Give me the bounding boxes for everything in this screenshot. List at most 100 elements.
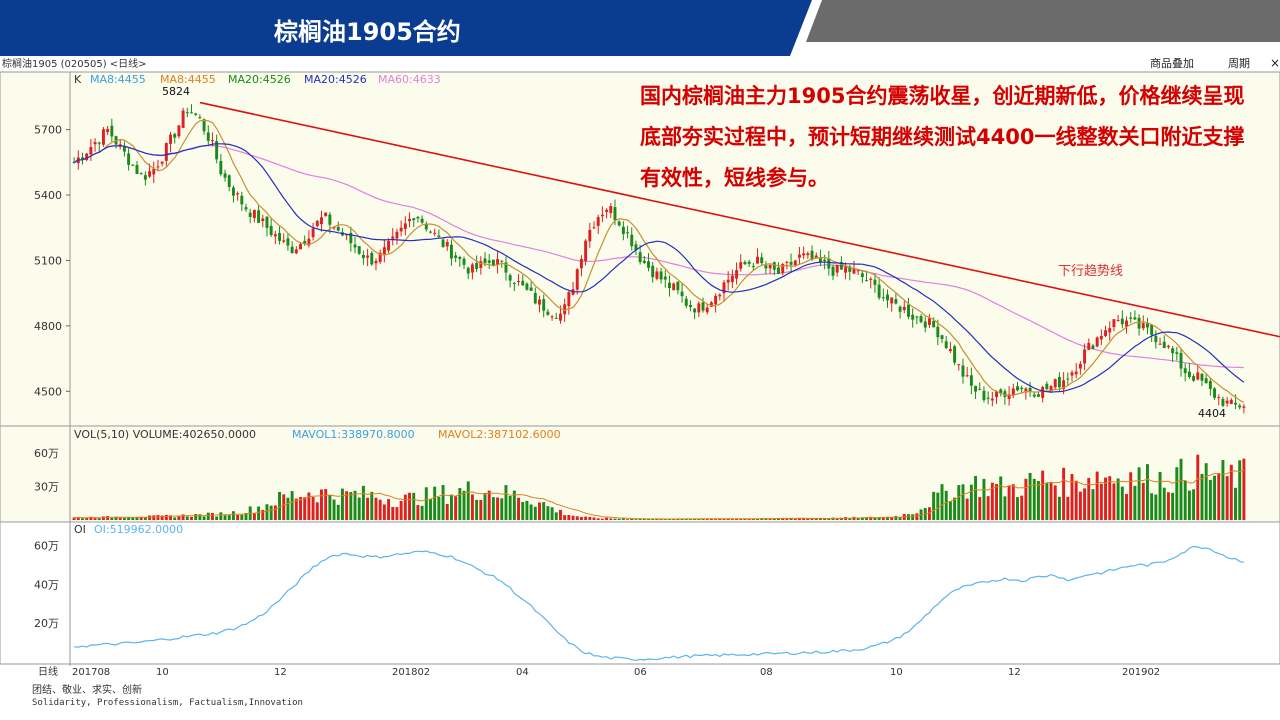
candle-body (290, 246, 294, 254)
volume-bar (127, 517, 131, 520)
candle-body (827, 258, 831, 269)
volume-bar (596, 518, 600, 520)
ma20-label-b: MA20:4526 (304, 73, 367, 86)
candle-body (403, 223, 407, 229)
candle-body (324, 212, 328, 217)
candle-body (190, 112, 193, 114)
volume-bar (1141, 482, 1145, 520)
volume-bar (496, 497, 500, 520)
volume-bar (139, 517, 143, 520)
volume-bar (1007, 485, 1011, 520)
volume-bar (1095, 471, 1099, 520)
candle-body (1229, 399, 1233, 404)
period-button[interactable]: 周期 (1228, 57, 1250, 70)
volume-bar (1070, 474, 1074, 520)
candle-body (508, 275, 512, 281)
candle-body (370, 252, 374, 265)
volume-bar (429, 499, 432, 520)
candle-body (72, 162, 76, 164)
volume-bar (1024, 478, 1028, 520)
candle-body (538, 299, 541, 305)
volume-bar (475, 499, 479, 520)
volume-bar (433, 486, 437, 520)
volume-bar (668, 519, 671, 520)
candle-body (760, 257, 764, 264)
candle-body (1196, 372, 1200, 380)
volume-bar (542, 502, 546, 520)
volume-bar (1003, 496, 1007, 520)
ma60-path (73, 144, 1244, 369)
volume-bar (1036, 480, 1040, 520)
volume-bar (399, 500, 403, 520)
candle-body (684, 298, 688, 306)
volume-bar (72, 517, 76, 520)
candle-body (475, 263, 479, 270)
low-marker: 4404 (1198, 407, 1226, 420)
candle-body (877, 284, 881, 298)
volume-bar (1108, 476, 1112, 520)
volume-bar (605, 517, 609, 520)
candle-body (106, 128, 110, 133)
candle-body (1146, 323, 1149, 328)
volume-bar (1028, 472, 1032, 520)
candle-body (768, 265, 772, 269)
candle-body (898, 306, 902, 312)
candle-body (299, 244, 302, 250)
volume-bar (445, 504, 449, 520)
volume-bar (198, 514, 202, 520)
volume-bar (424, 487, 428, 520)
volume-bar (571, 515, 575, 520)
volume-bar (1091, 489, 1095, 520)
candle-body (160, 161, 164, 164)
close-icon[interactable]: × (1270, 56, 1280, 70)
candle-body (567, 292, 571, 307)
candle-body (416, 216, 420, 219)
candle-body (1070, 372, 1074, 376)
volume-bar (869, 516, 873, 520)
candle-body (1225, 400, 1229, 404)
volume-bar (1213, 475, 1217, 520)
candlestick-chart[interactable]: 棕榈油1905 (020505) <日线> 商品叠加 周期 × K MA8:44… (0, 56, 1280, 682)
candle-body (722, 282, 726, 294)
volume-bar (441, 485, 445, 520)
candle-body (231, 187, 235, 196)
volume-bar (408, 492, 411, 520)
candle-body (890, 297, 894, 304)
price-tick-label: 5400 (34, 189, 62, 202)
candle-body (974, 385, 978, 392)
oi-line (74, 545, 1245, 661)
volume-tick-label: 30万 (34, 481, 59, 494)
candle-body (1166, 345, 1170, 348)
footer-cn: 团结、敬业、求实、创新 (32, 685, 142, 696)
volume-bar (1112, 483, 1116, 520)
volume-bar (370, 491, 374, 520)
candle-body (986, 397, 990, 399)
candle-body (797, 254, 801, 258)
candle-body (408, 218, 411, 222)
candle-body (1108, 328, 1112, 333)
candle-body (1028, 387, 1032, 392)
volume-bar (1150, 493, 1154, 520)
high-marker: 5824 (162, 85, 190, 98)
candle-body (751, 265, 755, 267)
candle-body (1045, 383, 1049, 390)
volume-bar (349, 492, 353, 520)
volume-bar (1192, 489, 1196, 520)
overlay-button[interactable]: 商品叠加 (1150, 56, 1194, 70)
candle-body (1003, 391, 1007, 398)
volume-bar (898, 517, 902, 520)
candle-body (177, 125, 181, 137)
volume-bar (143, 517, 147, 520)
volume-bar (328, 495, 332, 520)
candle-body (802, 253, 806, 256)
volume-bar (948, 501, 952, 520)
volume-bar (982, 478, 986, 520)
candle-body (860, 273, 864, 278)
candle-body (223, 173, 227, 178)
candle-body (676, 281, 680, 291)
candle-body (659, 271, 663, 280)
volume-bar (1078, 491, 1082, 520)
volume-bar (953, 497, 957, 520)
volume-bar (1204, 463, 1208, 520)
volume-bar (559, 509, 562, 520)
